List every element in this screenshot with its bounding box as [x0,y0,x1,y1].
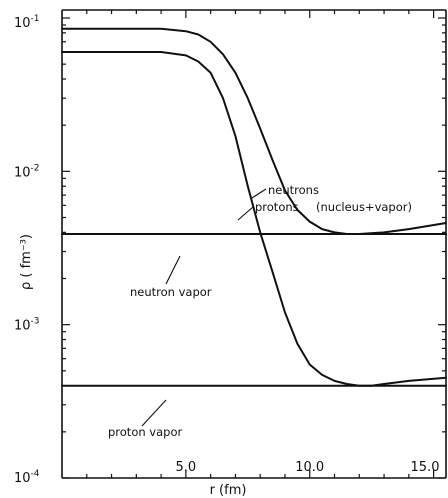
tick-marks [62,10,446,479]
y-tick-label: 10-1 [14,14,40,31]
arrow-protons [237,206,254,221]
label-neutrons: neutrons [268,183,319,197]
label-neutron-vapor: neutron vapor [130,285,212,299]
x-tick-labels: 5.0 10.0 15.0 [176,460,440,475]
y-tick-labels: 10-1 10-2 10-3 10-4 [14,14,40,486]
arrow-proton-vapor [141,399,167,427]
x-axis-label: r (fm) [210,483,247,498]
x-tick-label: 5.0 [176,460,197,475]
y-tick-label: 10-3 [14,317,40,334]
y-tick-label: 10-2 [14,163,40,180]
label-proton-vapor: proton vapor [108,425,182,439]
label-protons: protons [255,200,299,214]
y-tick-label: 10-4 [14,469,40,486]
series-curves [61,27,447,387]
arrow-neutrons [251,188,267,199]
x-tick-label: 10.0 [295,460,324,475]
x-tick-label: 15.0 [411,460,440,475]
label-nucleus-vapor: (nucleus+vapor) [316,200,412,214]
arrow-neutron-vapor [165,255,181,285]
y-axis-label: ρ ( fm⁻³) [19,234,34,290]
plot-frame [61,9,447,479]
curve-annotations: neutrons protons (nucleus+vapor) neutron… [108,183,412,439]
series-line-protons-nucleus-vapor- [61,51,447,387]
